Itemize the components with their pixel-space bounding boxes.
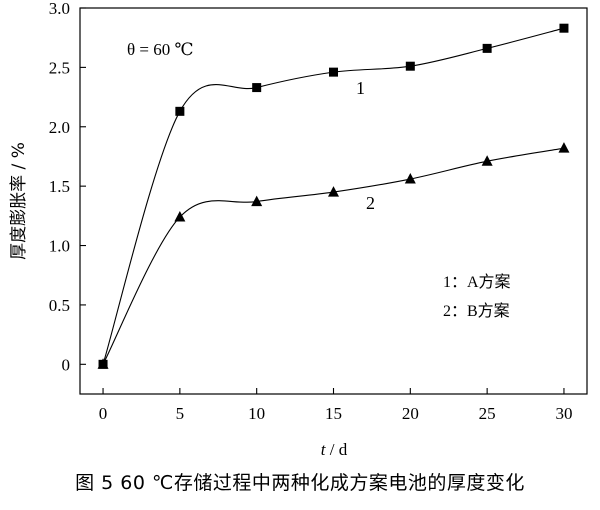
series-2-point bbox=[328, 186, 339, 197]
chart: 0 0.5 1.0 1.5 2.0 2.5 3.0 0 5 10 15 20 25 30 θ = 60 … bbox=[9, 0, 588, 459]
y-tick-label: 1.0 bbox=[49, 237, 70, 256]
y-tick-label: 0.5 bbox=[49, 296, 70, 315]
series-2-point bbox=[558, 142, 570, 153]
x-tick-label: 25 bbox=[479, 404, 496, 423]
series-2-point bbox=[251, 195, 263, 207]
series-1-point bbox=[175, 106, 185, 116]
series-layer bbox=[97, 23, 570, 369]
x-tick-label: 20 bbox=[402, 404, 419, 423]
legend-entry-a: 1：A方案 bbox=[443, 273, 511, 291]
legend-entry-b: 2：B方案 bbox=[443, 302, 510, 320]
series-2-point bbox=[404, 173, 416, 184]
series-2-point bbox=[481, 155, 493, 166]
series-2-line bbox=[102, 147, 565, 365]
x-tick-label: 10 bbox=[248, 404, 265, 423]
temperature-annotation: θ = 60 ℃ bbox=[127, 40, 194, 59]
series-2-point bbox=[97, 358, 109, 369]
x-axis-label-unit: / d bbox=[326, 440, 348, 459]
y-tick-label: 0 bbox=[62, 355, 71, 374]
y-tick-label: 2.0 bbox=[49, 118, 70, 137]
x-axis-ticks: 0 5 10 15 20 25 30 bbox=[99, 388, 572, 423]
x-tick-label: 15 bbox=[325, 404, 342, 423]
y-axis-label: 厚度膨胀率 / % bbox=[9, 142, 29, 260]
x-axis-label-var: t bbox=[321, 440, 327, 459]
series-1-point bbox=[405, 61, 415, 71]
series-2-label: 2 bbox=[366, 193, 375, 213]
y-tick-label: 1.5 bbox=[49, 177, 70, 196]
x-axis-label: t / d bbox=[321, 440, 348, 459]
y-tick-label: 3.0 bbox=[49, 0, 70, 18]
plot-frame bbox=[79, 7, 588, 395]
series-1-point bbox=[329, 67, 338, 77]
series-2-point bbox=[174, 211, 186, 222]
x-tick-label: 0 bbox=[99, 404, 108, 423]
series-1-point bbox=[559, 23, 569, 33]
figure-caption: 图 5 60 ℃存储过程中两种化成方案电池的厚度变化 bbox=[75, 472, 525, 494]
x-tick-label: 30 bbox=[555, 404, 572, 423]
x-tick-label: 5 bbox=[176, 404, 185, 423]
y-tick-label: 2.5 bbox=[49, 58, 70, 77]
series-1-point bbox=[252, 83, 262, 93]
series-1-line bbox=[102, 27, 565, 365]
y-axis-ticks: 0 0.5 1.0 1.5 2.0 2.5 3.0 bbox=[49, 0, 86, 374]
series-1-point bbox=[482, 43, 492, 53]
series-1-label: 1 bbox=[356, 78, 365, 98]
